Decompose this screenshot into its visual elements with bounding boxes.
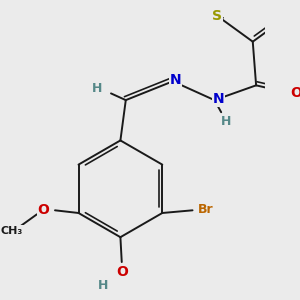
Text: Br: Br <box>197 203 213 216</box>
Text: H: H <box>92 82 103 94</box>
Text: N: N <box>170 73 181 87</box>
Text: O: O <box>290 86 300 100</box>
Text: O: O <box>38 202 50 217</box>
Text: N: N <box>213 92 224 106</box>
Text: O: O <box>116 265 128 279</box>
Text: H: H <box>221 115 232 128</box>
Text: H: H <box>98 279 108 292</box>
Text: CH₃: CH₃ <box>1 226 23 236</box>
Text: S: S <box>212 9 222 23</box>
